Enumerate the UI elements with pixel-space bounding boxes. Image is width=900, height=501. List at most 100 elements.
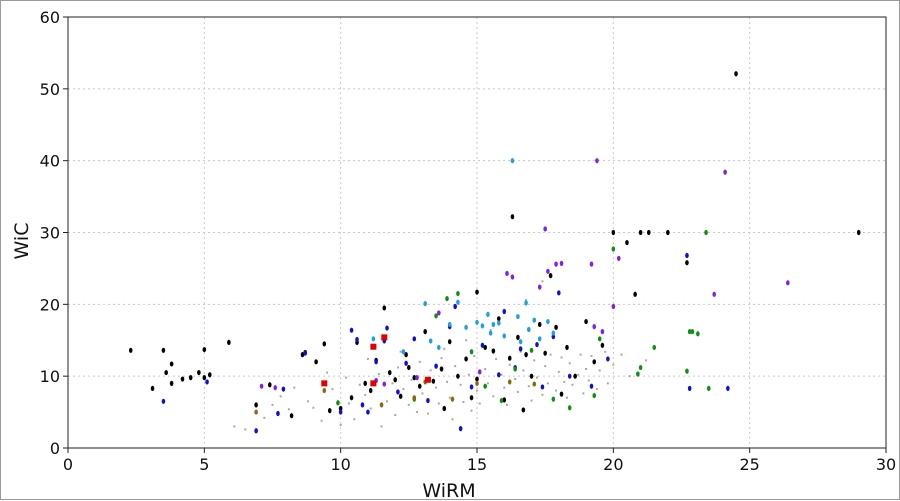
scatter-point <box>565 396 568 399</box>
scatter-point <box>510 214 515 220</box>
scatter-point <box>638 364 643 371</box>
scatter-point <box>726 385 730 391</box>
scatter-point <box>339 424 342 427</box>
scatter-point <box>525 299 528 302</box>
scatter-point <box>505 270 509 277</box>
scatter-point <box>497 372 501 378</box>
scatter-point <box>514 378 517 381</box>
scatter-point <box>598 369 601 372</box>
scatter-point <box>410 378 413 381</box>
scatter-point <box>321 380 328 387</box>
scatter-point <box>202 375 207 381</box>
scatter-point <box>404 352 408 358</box>
scatter-point <box>476 389 478 392</box>
scatter-point <box>435 386 438 389</box>
scatter-point <box>322 341 327 347</box>
scatter-point <box>440 357 443 360</box>
scatter-point <box>507 379 512 385</box>
scatter-point <box>546 382 549 385</box>
scatter-point <box>366 409 370 415</box>
scatter-point <box>254 402 258 408</box>
scatter-point <box>428 338 433 344</box>
scatter-point <box>555 389 558 392</box>
scatter-point <box>331 388 334 391</box>
scatter-point <box>345 376 348 379</box>
scatter-point <box>786 280 790 286</box>
scatter-point <box>537 321 542 328</box>
scatter-point <box>551 330 556 336</box>
scatter-point <box>508 363 511 366</box>
scatter-point <box>377 373 380 376</box>
scatter-point <box>533 359 536 362</box>
scatter-point <box>549 353 552 356</box>
scatter-point <box>401 349 406 355</box>
scatter-point <box>447 321 452 328</box>
scatter-point <box>180 376 185 382</box>
scatter-point <box>690 329 695 335</box>
scatter-point <box>527 326 531 333</box>
scatter-point <box>492 395 495 398</box>
scatter-point <box>349 327 354 333</box>
scatter-point <box>169 361 174 367</box>
scatter-point <box>685 260 689 266</box>
scatter-point <box>473 355 476 358</box>
scatter-point <box>589 383 594 389</box>
scatter-point <box>386 400 389 403</box>
scatter-point <box>497 316 501 322</box>
scatter-point <box>502 397 507 403</box>
x-tick-label: 0 <box>63 455 73 474</box>
scatter-point <box>399 350 402 353</box>
scatter-point <box>244 428 247 431</box>
scatter-point <box>322 387 327 394</box>
scatter-point <box>416 411 419 414</box>
scatter-point <box>519 350 522 353</box>
scatter-point <box>205 379 209 385</box>
scatter-point <box>412 375 417 381</box>
scatter-point <box>429 369 432 372</box>
scatter-point <box>437 402 440 405</box>
scatter-point <box>370 380 377 387</box>
scatter-point <box>497 320 501 326</box>
scatter-point <box>592 324 597 330</box>
scatter-point <box>589 261 594 267</box>
scatter-point <box>513 366 517 372</box>
scatter-point <box>510 158 515 164</box>
scatter-point <box>254 428 258 434</box>
scatter-point <box>202 346 207 353</box>
y-tick-label: 40 <box>40 152 60 171</box>
scatter-point <box>483 383 487 389</box>
scatter-point <box>207 372 212 378</box>
scatter-point <box>532 317 537 323</box>
scatter-point <box>381 334 388 341</box>
scatter-point <box>445 295 449 302</box>
scatter-point <box>150 385 155 391</box>
scatter-point <box>573 373 577 379</box>
scatter-point <box>382 381 387 387</box>
scatter-point <box>387 369 392 376</box>
scatter-point <box>712 291 717 297</box>
scatter-point <box>567 373 572 379</box>
scatter-point <box>516 334 520 340</box>
scatter-point <box>541 280 544 283</box>
scatter-point <box>161 347 166 353</box>
scatter-point <box>379 402 384 408</box>
scatter-point <box>380 425 383 428</box>
scatter-point <box>540 384 545 390</box>
scatter-point <box>370 343 377 350</box>
grid-lines <box>68 17 886 448</box>
x-tick-label: 25 <box>739 455 759 474</box>
scatter-point <box>336 400 340 406</box>
scatter-point <box>368 387 373 394</box>
scatter-point <box>364 393 367 396</box>
scatter-point <box>314 359 318 365</box>
x-axis-title: WiRM <box>422 480 475 501</box>
scatter-point <box>638 229 643 236</box>
scatter-point <box>597 336 602 342</box>
scatter-point <box>600 329 605 335</box>
x-tick-label: 10 <box>330 455 350 474</box>
scatter-point <box>532 381 537 387</box>
scatter-point <box>477 369 482 375</box>
scatter-point <box>169 380 174 386</box>
scatter-point <box>535 376 538 379</box>
scatter-point <box>164 369 168 376</box>
